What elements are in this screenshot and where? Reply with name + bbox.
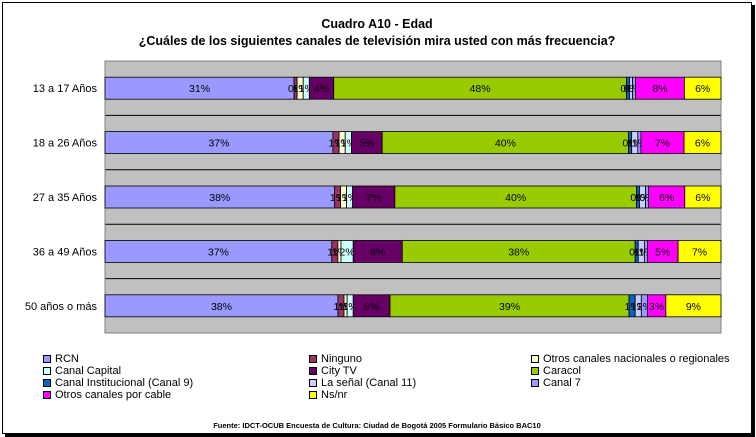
data-label: 39% [499, 301, 520, 313]
data-label: 37% [208, 246, 229, 258]
category-label: 50 años o más [25, 301, 98, 313]
data-label: 38% [211, 301, 232, 313]
legend-label: Canal 7 [543, 377, 581, 389]
data-label: 40% [505, 192, 526, 204]
bar-segment [683, 131, 722, 155]
data-label: 7% [655, 138, 670, 150]
data-label: 38% [508, 246, 529, 258]
legend-label: Otros canales nacionales o regionales [543, 353, 730, 365]
data-label: 6% [695, 192, 710, 204]
legend-label: Canal Capital [55, 365, 122, 377]
legend-label: Otros canales por cable [55, 389, 172, 401]
data-label: 3% [649, 301, 664, 313]
data-label: 7% [692, 246, 707, 258]
category-label: 18 a 26 Años [33, 138, 98, 150]
legend-label: Canal Institucional (Canal 9) [55, 377, 194, 389]
legend-swatch [531, 379, 539, 387]
data-label: 6% [364, 301, 379, 313]
data-label: 5% [655, 246, 670, 258]
legend-swatch [309, 355, 317, 363]
data-label: 6% [695, 83, 710, 95]
chart-subtitle: ¿Cuáles de los siguientes canales de tel… [138, 34, 616, 48]
data-label: 5% [359, 138, 374, 150]
data-label: 6% [659, 192, 674, 204]
data-label: 31% [189, 83, 210, 95]
bar-segment [665, 294, 722, 318]
legend-swatch [43, 355, 51, 363]
legend-label: Ns/nr [321, 389, 348, 401]
chart-plot: 13 a 17 Años 31% 0%1%1% 4% 48% 0%0%1% 8% 6%18 a… [25, 60, 722, 334]
legend-label: Ninguno [321, 353, 362, 365]
bar-segment [684, 76, 722, 100]
legend-label: Caracol [543, 365, 581, 377]
legend-swatch [309, 367, 317, 375]
legend-swatch [309, 379, 317, 387]
bar-segment [677, 239, 722, 263]
legend-swatch [43, 391, 51, 399]
source-note: Fuente: IDCT-OCUB Encuesta de Cultura: C… [213, 421, 541, 430]
data-label: 2% [340, 246, 355, 258]
legend-label: La señal (Canal 11) [321, 377, 417, 389]
data-label: 9% [686, 301, 701, 313]
legend-label: City TV [321, 365, 357, 377]
data-label: 4% [314, 83, 329, 95]
data-label: 7% [366, 192, 381, 204]
category-label: 36 a 49 Años [33, 246, 98, 258]
category-label: 13 a 17 Años [33, 83, 98, 95]
data-label: 38% [209, 192, 230, 204]
legend-swatch [531, 355, 539, 363]
data-label: 48% [470, 83, 491, 95]
chart-title: Cuadro A10 - Edad [321, 17, 433, 31]
data-label: 8% [652, 83, 667, 95]
legend-swatch [531, 367, 539, 375]
data-label: 40% [495, 138, 516, 150]
legend-swatch [43, 379, 51, 387]
legend-swatch [43, 367, 51, 375]
legend-swatch [309, 391, 317, 399]
data-label: 6% [695, 138, 710, 150]
legend-label: RCN [55, 353, 79, 365]
bar-segment [684, 185, 722, 209]
data-label: 37% [208, 138, 229, 150]
category-label: 27 a 35 Años [33, 192, 98, 204]
data-label: 8% [370, 246, 385, 258]
